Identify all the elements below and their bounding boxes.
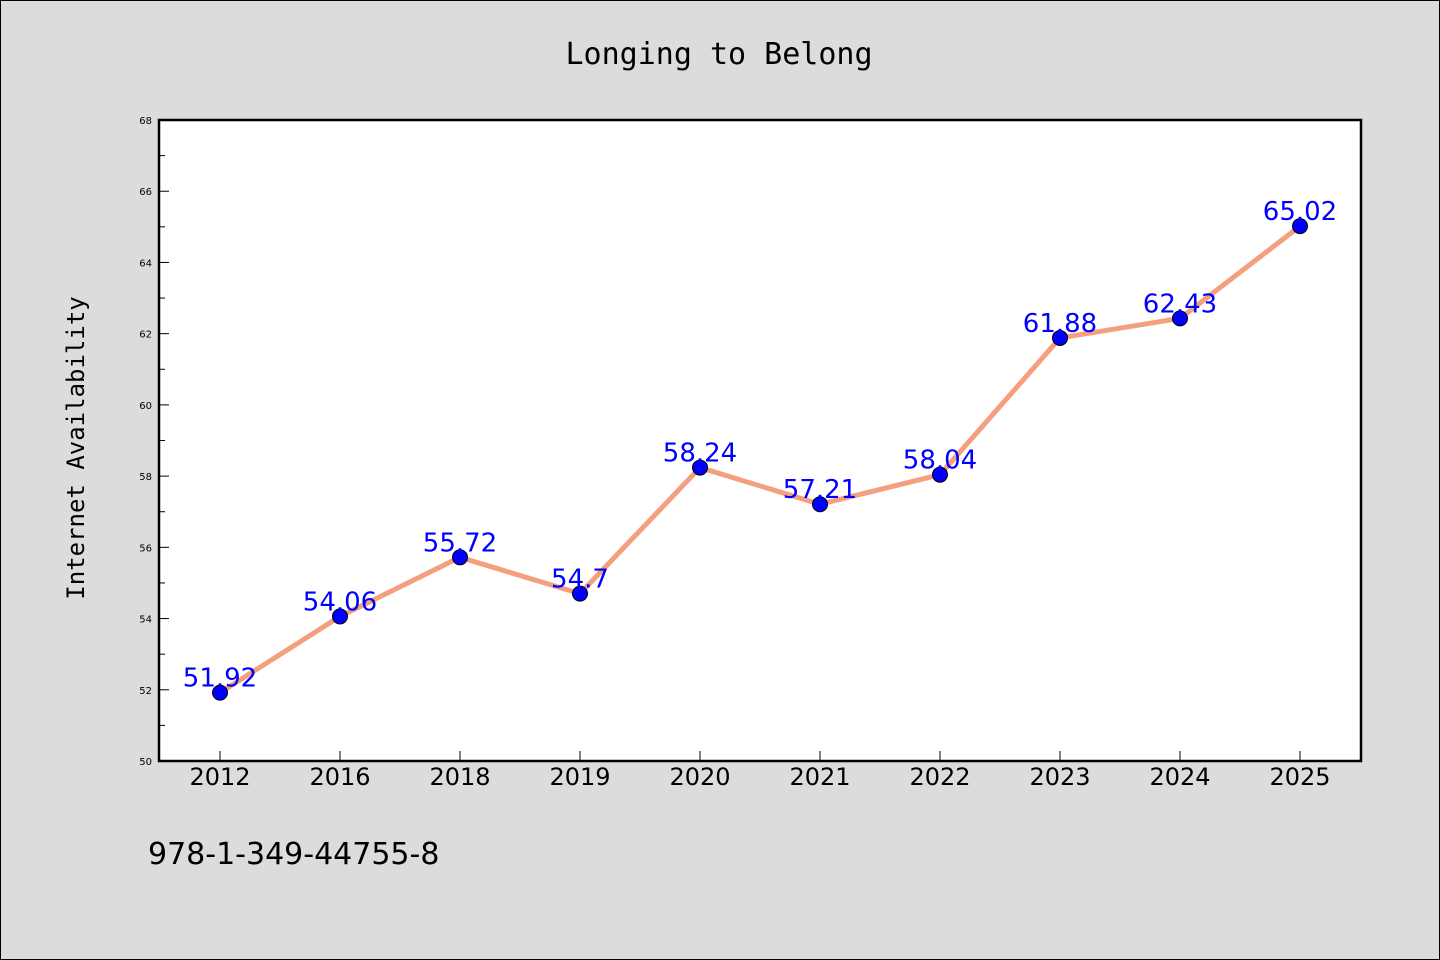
y-tick-label: 64	[139, 258, 152, 269]
y-tick-label: 52	[139, 686, 152, 697]
data-point-marker	[812, 496, 828, 513]
data-point-marker	[692, 459, 708, 476]
data-label: 65.02	[1263, 197, 1337, 227]
data-label: 51.92	[183, 664, 257, 694]
x-tick-label: 2012	[189, 763, 250, 791]
plot-area	[157, 118, 1363, 763]
data-point-marker	[452, 549, 468, 566]
x-tick-label: 2023	[1029, 763, 1090, 791]
chart-title: Longing to Belong	[565, 37, 872, 72]
data-point-marker	[1292, 218, 1308, 235]
y-tick-label: 58	[139, 472, 152, 483]
data-point-marker	[332, 608, 348, 625]
y-axis: 50 52 54 56 58 60 62 64 66 68	[139, 116, 169, 768]
y-tick-label: 62	[139, 330, 152, 341]
x-tick-label: 2016	[309, 763, 370, 791]
markers-group	[212, 218, 1308, 701]
x-tick-label: 2025	[1269, 763, 1330, 791]
data-label: 57.21	[783, 475, 857, 505]
data-point-marker	[212, 684, 228, 701]
y-tick-label: 50	[139, 757, 152, 768]
data-label: 54.06	[303, 587, 377, 617]
data-point-marker	[932, 466, 948, 483]
series-line	[218, 224, 1302, 695]
x-tick-label: 2022	[909, 763, 970, 791]
x-tick-label: 2021	[789, 763, 850, 791]
x-tick-label: 2024	[1149, 763, 1210, 791]
data-label: 58.04	[903, 446, 977, 476]
y-tick-label: 68	[139, 116, 152, 127]
footer-code: 978-1-349-44755-8	[148, 837, 439, 872]
data-label: 58.24	[663, 439, 737, 469]
data-label: 54.7	[551, 565, 609, 595]
y-axis-label: Internet Availability	[62, 296, 90, 599]
data-label: 61.88	[1023, 309, 1097, 339]
series-line-group	[218, 224, 1302, 695]
y-tick-label: 54	[139, 615, 152, 626]
data-point-marker	[1172, 310, 1188, 327]
data-label: 55.72	[423, 528, 497, 558]
data-label: 62.43	[1143, 289, 1217, 319]
data-labels-group: 51.92 54.06 55.72 54.7 58.24 57.21 58.04 61.88 6…	[183, 197, 1337, 694]
y-tick-label: 56	[139, 543, 152, 554]
data-point-marker	[1052, 329, 1068, 346]
y-tick-label: 60	[139, 401, 152, 412]
x-tick-label: 2019	[549, 763, 610, 791]
x-axis: 2012 2016 2018 2019 2020 2021 2022 2023 2024 2025	[189, 751, 1331, 791]
data-point-marker	[572, 585, 588, 602]
y-tick-label: 66	[139, 187, 152, 198]
x-tick-label: 2020	[669, 763, 730, 791]
x-tick-label: 2018	[429, 763, 490, 791]
